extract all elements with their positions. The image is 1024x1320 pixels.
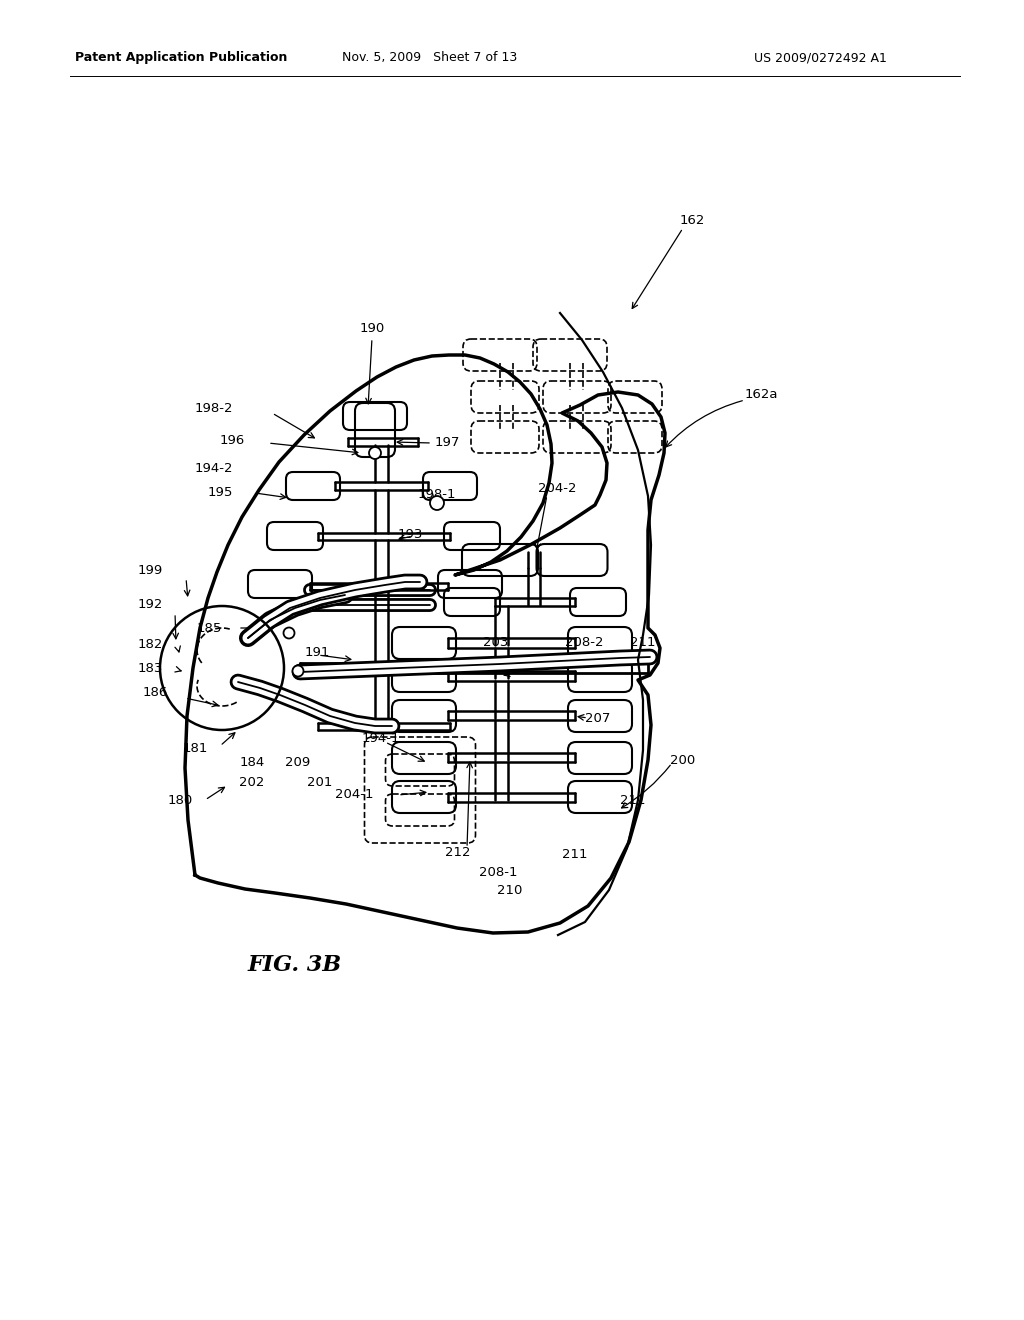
Text: Nov. 5, 2009   Sheet 7 of 13: Nov. 5, 2009 Sheet 7 of 13: [342, 51, 517, 65]
Text: 198-1: 198-1: [418, 488, 457, 502]
Text: 206: 206: [542, 656, 567, 669]
Text: 182: 182: [137, 639, 163, 652]
Text: 162: 162: [680, 214, 706, 227]
Text: 191: 191: [305, 647, 331, 660]
Text: 192: 192: [137, 598, 163, 611]
Circle shape: [369, 447, 381, 459]
Text: 211: 211: [620, 793, 645, 807]
Text: 202: 202: [240, 776, 264, 788]
Text: 207: 207: [585, 711, 610, 725]
Text: 201: 201: [307, 776, 333, 788]
Text: 208-2: 208-2: [565, 636, 603, 649]
Circle shape: [293, 665, 303, 676]
Text: 162a: 162a: [745, 388, 778, 401]
Text: 212: 212: [445, 846, 471, 858]
Text: 180: 180: [168, 793, 193, 807]
Text: 208-1: 208-1: [479, 866, 517, 879]
Text: 194-2: 194-2: [195, 462, 233, 474]
Text: 198-2: 198-2: [195, 401, 233, 414]
Text: 210: 210: [498, 883, 522, 896]
Text: 183: 183: [137, 661, 163, 675]
Circle shape: [284, 627, 295, 639]
Text: 199: 199: [138, 564, 163, 577]
Text: US 2009/0272492 A1: US 2009/0272492 A1: [754, 51, 887, 65]
Text: 203: 203: [482, 636, 508, 649]
Text: 197: 197: [435, 437, 461, 450]
Text: 211: 211: [630, 636, 655, 649]
Text: 195: 195: [208, 487, 233, 499]
Text: Patent Application Publication: Patent Application Publication: [75, 51, 288, 65]
Text: 204-1: 204-1: [335, 788, 373, 801]
Text: 209: 209: [286, 755, 310, 768]
Text: 186: 186: [142, 686, 168, 700]
Text: 181: 181: [182, 742, 208, 755]
Text: 193: 193: [398, 528, 423, 541]
Text: 200: 200: [670, 754, 695, 767]
Circle shape: [430, 496, 444, 510]
Text: 194-1: 194-1: [362, 731, 400, 744]
Text: 185: 185: [197, 622, 222, 635]
Text: FIG. 3B: FIG. 3B: [248, 954, 342, 975]
Text: 204-2: 204-2: [538, 482, 577, 495]
Text: 184: 184: [240, 755, 264, 768]
Text: 211: 211: [562, 849, 588, 862]
Text: 196: 196: [220, 433, 245, 446]
Text: 190: 190: [359, 322, 385, 334]
